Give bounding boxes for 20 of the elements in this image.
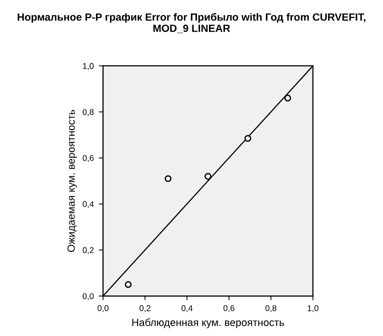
x-axis-title: Наблюденная кум. вероятность [132,318,284,328]
point [284,94,292,102]
y-tick-label: 0,4 [82,201,94,208]
x-tick-label: 0,4 [182,305,193,312]
point [164,175,172,182]
point [244,134,252,142]
y-axis-title: Ожидаемая кум. вероятность [67,110,77,252]
y-tick-label: 0,8 [82,109,94,116]
x-tick-label: 0,8 [265,305,276,312]
y-tick-label: 0,0 [82,293,94,300]
x-tick-label: 0,0 [98,305,108,312]
y-tick-label: 0,6 [82,155,94,162]
x-tick-label: 1,0 [308,305,318,312]
y-tick-label: 1,0 [83,63,94,70]
y-tick-label: 0,2 [82,247,94,254]
x-tick-label: 0,6 [223,305,234,312]
point [124,281,132,288]
chart-title: Нормальное P-P график Error for Прибыло with Год from CURVEFIT, MOD_9 LINEAR [18,13,366,34]
point [204,172,212,180]
x-tick-label: 0,2 [140,305,150,312]
